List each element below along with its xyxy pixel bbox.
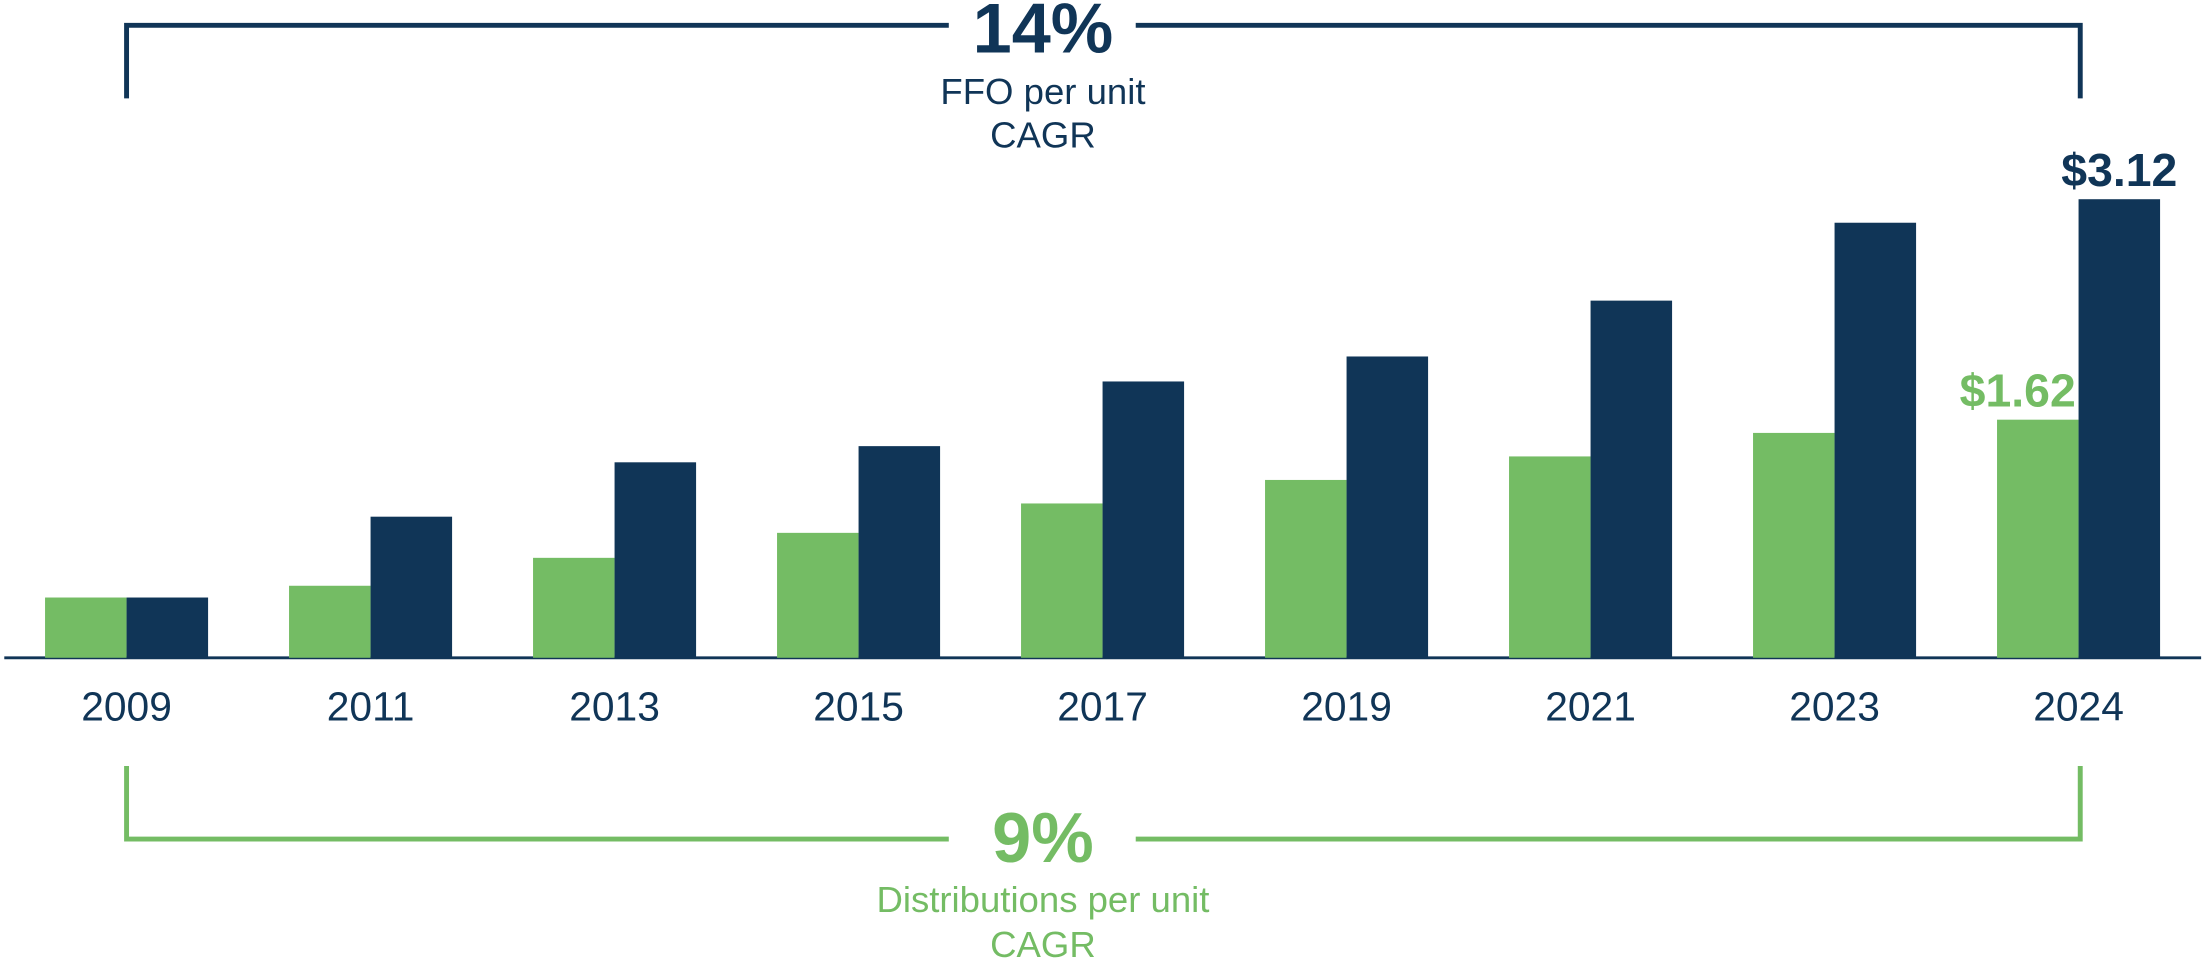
x-tick-label: 2011 — [327, 684, 415, 730]
cagr-value: 9% — [992, 798, 1094, 877]
bar — [289, 585, 371, 658]
bar — [858, 446, 941, 658]
bar — [1590, 300, 1673, 658]
x-tick-label: 2009 — [81, 684, 172, 730]
cagr-label: CAGR — [990, 114, 1096, 155]
x-tick-label: 2024 — [2033, 684, 2124, 730]
value-label: $3.12 — [2061, 144, 2177, 196]
cagr-value: 14% — [973, 0, 1114, 67]
bar — [2078, 199, 2161, 658]
x-tick-label: 2013 — [569, 684, 660, 730]
bar — [614, 462, 697, 658]
bar — [1509, 456, 1591, 658]
x-tick-label: 2021 — [1545, 684, 1636, 730]
cagr-label: FFO per unit — [940, 71, 1145, 112]
bar — [1102, 381, 1185, 658]
x-tick-label: 2019 — [1301, 684, 1392, 730]
bar — [1265, 479, 1347, 658]
cagr-label: CAGR — [990, 924, 1096, 965]
cagr-label: Distributions per unit — [876, 879, 1209, 920]
bar — [533, 557, 615, 658]
bar — [126, 597, 209, 658]
bar — [1021, 503, 1103, 658]
bar — [1346, 356, 1429, 658]
bar — [1753, 432, 1835, 658]
bar — [1834, 222, 1917, 658]
bar — [370, 516, 453, 658]
bar — [777, 532, 859, 658]
bar — [45, 597, 127, 658]
bar — [1997, 419, 2079, 658]
value-label: $1.62 — [1960, 365, 2076, 417]
dist-bracket — [124, 766, 2083, 842]
x-tick-label: 2015 — [813, 684, 904, 730]
x-tick-label: 2017 — [1057, 684, 1148, 730]
x-tick-label: 2023 — [1789, 684, 1880, 730]
ffo-bracket — [124, 22, 2083, 99]
